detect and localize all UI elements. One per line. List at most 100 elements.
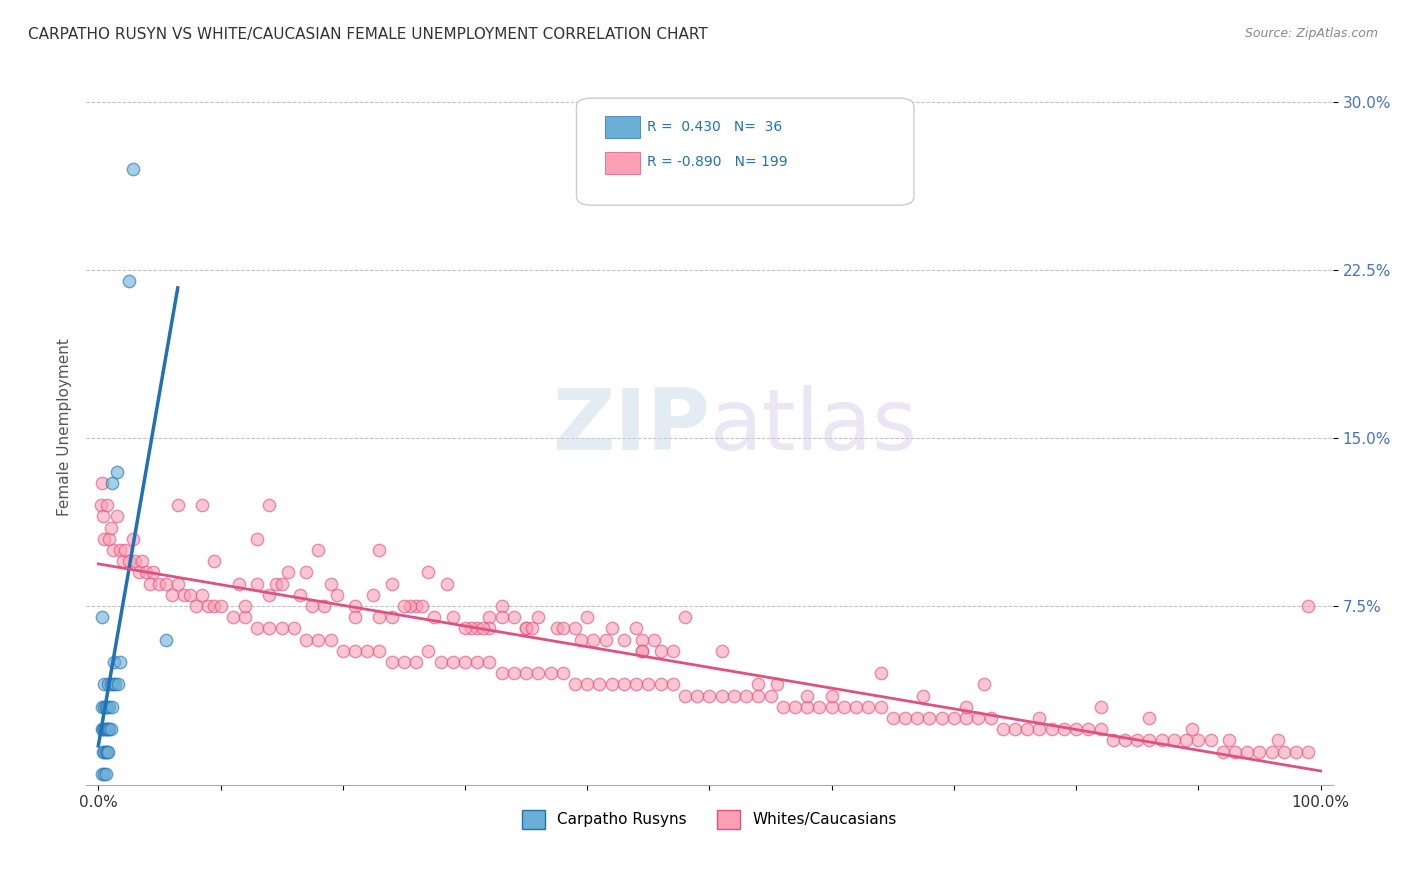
Point	[93, 677, 115, 691]
Point	[942, 711, 965, 725]
Point	[233, 599, 256, 613]
Point	[478, 621, 501, 635]
Point	[209, 599, 232, 613]
Point	[747, 677, 769, 691]
Point	[1139, 711, 1161, 725]
Text: atlas: atlas	[710, 385, 918, 468]
Point	[131, 554, 153, 568]
Point	[796, 699, 818, 714]
Point	[569, 632, 592, 647]
Point	[93, 744, 115, 758]
Point	[418, 566, 440, 580]
Point	[148, 576, 170, 591]
Point	[1114, 733, 1136, 747]
Point	[522, 621, 544, 635]
Point	[894, 711, 917, 725]
Point	[93, 767, 115, 781]
Point	[96, 722, 118, 736]
Point	[91, 475, 114, 490]
Point	[783, 699, 806, 714]
Point	[631, 644, 654, 658]
Point	[90, 498, 112, 512]
Point	[91, 610, 114, 624]
Point	[325, 588, 347, 602]
Point	[423, 610, 446, 624]
Point	[191, 498, 214, 512]
Text: CARPATHO RUSYN VS WHITE/CAUCASIAN FEMALE UNEMPLOYMENT CORRELATION CHART: CARPATHO RUSYN VS WHITE/CAUCASIAN FEMALE…	[28, 27, 707, 42]
Point	[465, 621, 488, 635]
Point	[124, 554, 146, 568]
Point	[832, 699, 855, 714]
Point	[405, 655, 427, 669]
Point	[94, 744, 117, 758]
Point	[710, 644, 733, 658]
Point	[246, 576, 269, 591]
Point	[91, 509, 114, 524]
Point	[222, 610, 245, 624]
Point	[796, 689, 818, 703]
Point	[821, 699, 844, 714]
Point	[100, 699, 122, 714]
Point	[1218, 733, 1240, 747]
Point	[96, 498, 118, 512]
Point	[1249, 744, 1271, 758]
Point	[368, 610, 391, 624]
Point	[1040, 722, 1063, 736]
Point	[392, 599, 415, 613]
Point	[613, 677, 636, 691]
Point	[202, 599, 225, 613]
Point	[246, 532, 269, 546]
Point	[94, 722, 117, 736]
Point	[259, 498, 281, 512]
Point	[97, 744, 120, 758]
Point	[527, 666, 550, 681]
Point	[94, 767, 117, 781]
Point	[110, 543, 132, 558]
Point	[121, 162, 143, 177]
Point	[515, 666, 537, 681]
Point	[381, 610, 404, 624]
Point	[478, 655, 501, 669]
Point	[650, 644, 672, 658]
Point	[411, 599, 433, 613]
Y-axis label: Female Unemployment: Female Unemployment	[58, 338, 72, 516]
Point	[912, 689, 935, 703]
Point	[1017, 722, 1039, 736]
Point	[1004, 722, 1026, 736]
Point	[931, 711, 953, 725]
Point	[564, 621, 586, 635]
Point	[673, 689, 696, 703]
Point	[1187, 733, 1209, 747]
Point	[845, 699, 868, 714]
Point	[600, 677, 623, 691]
Point	[441, 655, 464, 669]
Point	[882, 711, 904, 725]
Point	[93, 722, 115, 736]
Point	[1090, 722, 1112, 736]
Point	[858, 699, 880, 714]
Point	[101, 543, 124, 558]
Point	[699, 689, 721, 703]
Point	[1077, 722, 1099, 736]
Point	[418, 644, 440, 658]
Point	[991, 722, 1014, 736]
Point	[288, 588, 311, 602]
Point	[1236, 744, 1258, 758]
Point	[1150, 733, 1173, 747]
Point	[93, 699, 115, 714]
Point	[155, 576, 177, 591]
Point	[97, 722, 120, 736]
Point	[114, 543, 136, 558]
Point	[96, 699, 118, 714]
Point	[343, 610, 366, 624]
Point	[1126, 733, 1149, 747]
Point	[399, 599, 422, 613]
Point	[551, 666, 574, 681]
Point	[191, 588, 214, 602]
Point	[551, 621, 574, 635]
Point	[759, 689, 782, 703]
Point	[97, 677, 120, 691]
Point	[96, 744, 118, 758]
Point	[160, 588, 183, 602]
Point	[502, 610, 524, 624]
